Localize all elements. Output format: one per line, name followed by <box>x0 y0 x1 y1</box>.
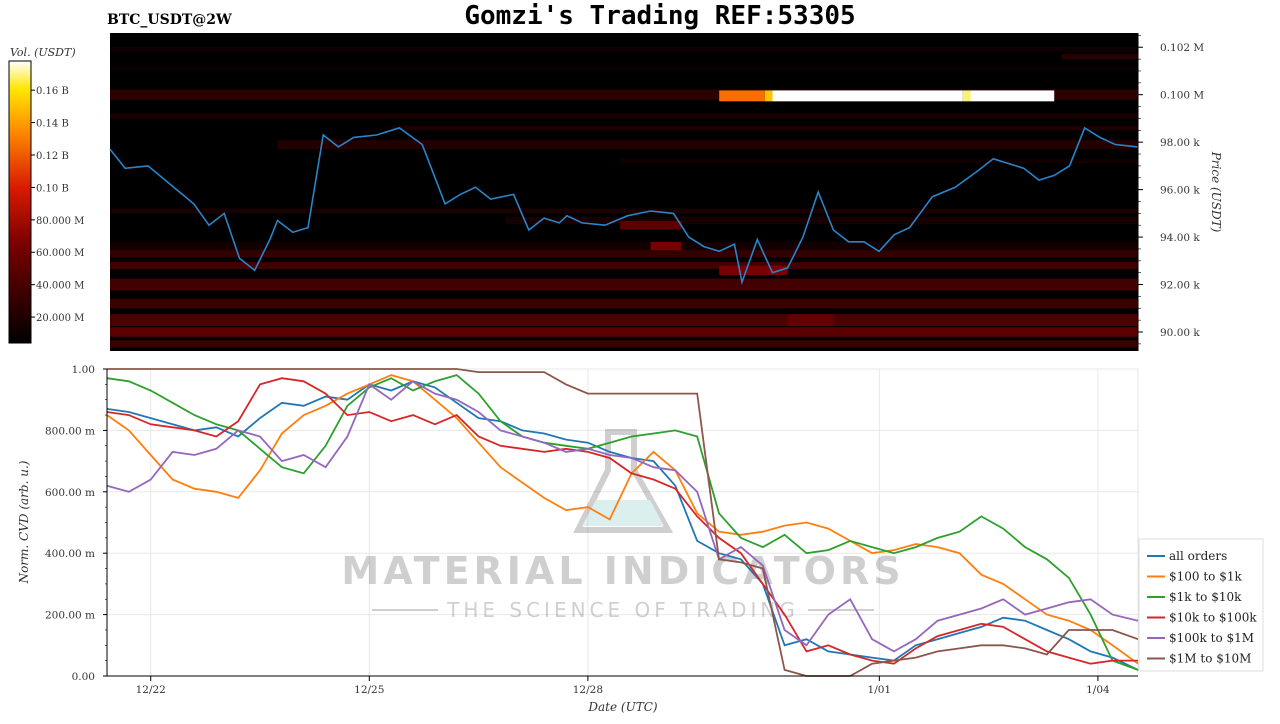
cvd-y-tick-label: 800.00 m <box>45 425 95 437</box>
colorbar-tick-label: 0.16 B <box>36 86 69 97</box>
heatmap-band <box>391 125 1138 131</box>
heatmap-band <box>505 216 1139 225</box>
price-tick-label: 90.00 k <box>1160 327 1200 339</box>
cvd-y-tick-label: 200.00 m <box>45 610 95 622</box>
flask-icon <box>573 429 674 533</box>
colorbar <box>8 60 32 344</box>
cvd-line-all_orders <box>106 380 1139 671</box>
colorbar-label: Vol. (USDT) <box>10 46 76 59</box>
heatmap-band <box>764 90 773 102</box>
heatmap-band <box>620 220 682 230</box>
cvd-line-s100k_1m <box>106 380 1139 653</box>
heatmap-band <box>110 66 1138 71</box>
colorbar-tick-label: 0.14 B <box>36 119 69 130</box>
colorbar-tick-label: 40.000 M <box>36 281 84 292</box>
cvd-x-axis: 12/22 12/25 12/28 1/01 1/04 <box>136 676 1110 696</box>
legend-label: $100 to $1k <box>1169 570 1242 584</box>
heatmap-band <box>277 139 1138 150</box>
price-line <box>109 126 1139 286</box>
heatmap-band <box>110 340 1138 348</box>
watermark-line1: MATERIAL INDICATORS <box>341 549 904 593</box>
colorbar-tick-label: 80.000 M <box>36 216 84 227</box>
cvd-y-tick-label: 400.00 m <box>45 548 95 560</box>
heatmap-band <box>110 208 1138 214</box>
colorbar-tick-label: 20.000 M <box>36 313 84 324</box>
heatmap-band <box>719 90 765 102</box>
price-axis-label: Price (USDT) <box>1209 151 1223 233</box>
price-tick-label: 98.00 k <box>1160 137 1200 149</box>
heatmap-band <box>970 90 1055 102</box>
cvd-panel <box>106 368 1139 677</box>
cvd-line-s100_1k <box>106 374 1139 665</box>
heatmap-panel <box>110 33 1138 351</box>
heatmap-band <box>1061 54 1138 60</box>
watermark: MATERIAL INDICATORS THE SCIENCE OF TRADI… <box>341 429 904 622</box>
legend-label: $100k to $1M <box>1169 631 1254 645</box>
heatmap-band <box>620 158 1138 164</box>
heatmap-band <box>110 278 1138 291</box>
cvd-line-s1k_10k <box>106 374 1139 671</box>
heatmap-band <box>110 250 1138 258</box>
heatmap-band <box>962 90 971 102</box>
heatmap-band <box>110 298 1138 309</box>
cvd-x-tick-label: 1/04 <box>1086 684 1110 696</box>
heatmap-bands <box>110 47 1139 348</box>
cvd-x-tick-label: 12/25 <box>354 684 384 696</box>
heatmap-band <box>110 314 1138 327</box>
cvd-series <box>106 368 1139 677</box>
legend <box>1138 538 1264 672</box>
cvd-line-s10k_100k <box>106 377 1138 665</box>
colorbar-tick-label: 0.12 B <box>36 151 69 162</box>
symbol-label: BTC_USDT@2W <box>107 12 232 28</box>
legend-label: $10k to $100k <box>1169 611 1257 625</box>
price-tick-label: 0.102 M <box>1160 42 1204 54</box>
cvd-y-tick-label: 0.00 <box>72 671 95 683</box>
legend-items: all orders $100 to $1k $1k to $10k $10k to … <box>1147 549 1257 666</box>
cvd-y-axis: 1.00 800.00 m 600.00 m 400.00 m 200.00 m 0.00 <box>45 364 107 683</box>
price-tick-label: 94.00 k <box>1160 232 1200 244</box>
cvd-line-s1m_10m <box>107 368 1139 677</box>
heatmap-band <box>719 265 788 276</box>
heatmap-band <box>110 327 1138 337</box>
colorbar-tick-label: 0.10 B <box>36 183 69 194</box>
cvd-x-tick-label: 12/28 <box>573 684 603 696</box>
heatmap-band <box>110 241 1138 252</box>
cvd-y-axis-label: Norm. CVD (arb. u.) <box>17 460 31 584</box>
colorbar-ticks: 0.16 B 0.14 B 0.12 B 0.10 B 80.000 M 60.000 M… <box>31 86 84 324</box>
heatmap-band <box>110 113 1138 119</box>
cvd-x-tick-label: 12/22 <box>136 684 166 696</box>
legend-label: $1M to $10M <box>1169 652 1251 666</box>
cvd-y-tick-label: 1.00 <box>72 364 95 376</box>
cvd-x-axis-label: Date (UTC) <box>587 700 657 714</box>
heatmap-band <box>110 89 1138 100</box>
watermark-line2: THE SCIENCE OF TRADING <box>446 598 799 622</box>
heatmap-band <box>110 262 1138 270</box>
cvd-y-tick-label: 600.00 m <box>45 487 95 499</box>
legend-label: all orders <box>1169 549 1227 563</box>
chart-title: Gomzi's Trading REF:53305 <box>464 1 855 31</box>
heatmap-band <box>772 90 963 102</box>
price-tick-label: 0.100 M <box>1160 90 1204 102</box>
legend-label: $1k to $10k <box>1169 590 1242 604</box>
price-tick-label: 96.00 k <box>1160 185 1200 197</box>
cvd-x-tick-label: 1/01 <box>868 684 892 696</box>
heatmap-band <box>110 47 1138 53</box>
heatmap-band <box>650 241 682 252</box>
price-axis: 0.102 M 0.100 M 98.00 k 96.00 k 94.00 k 92.00… <box>1138 35 1204 345</box>
heatmap-band <box>787 314 834 327</box>
price-tick-label: 92.00 k <box>1160 280 1200 292</box>
colorbar-tick-label: 60.000 M <box>36 248 84 259</box>
